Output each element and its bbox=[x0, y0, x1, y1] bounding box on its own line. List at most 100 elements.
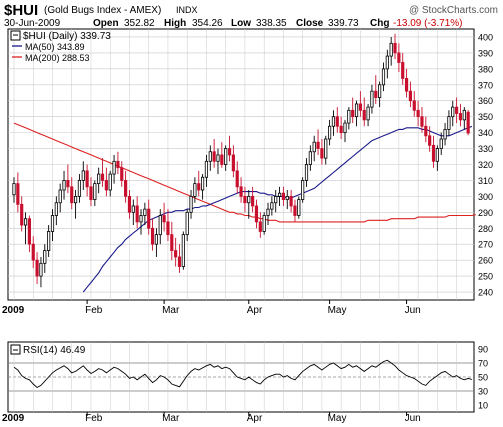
candle bbox=[258, 212, 262, 238]
candle bbox=[462, 107, 466, 130]
candle-body bbox=[466, 111, 470, 134]
candle-body bbox=[235, 170, 239, 188]
candle bbox=[27, 215, 31, 253]
candle-body bbox=[100, 173, 105, 181]
candle bbox=[320, 138, 324, 165]
candle-body bbox=[335, 116, 339, 127]
candle bbox=[177, 244, 182, 273]
rsi-y-axis: 10 30 50 70 90 bbox=[478, 345, 488, 411]
price-month-label: May bbox=[328, 305, 347, 316]
rsi-month-label: Jun bbox=[405, 413, 421, 424]
candle bbox=[401, 52, 405, 85]
candle bbox=[143, 202, 147, 226]
candle-body bbox=[104, 180, 108, 191]
legend-price: $HUI (Daily) 339.73 bbox=[23, 31, 111, 42]
high-label: High bbox=[164, 18, 186, 29]
price-month-label: Mar bbox=[162, 305, 180, 316]
candle bbox=[274, 190, 278, 213]
candle bbox=[220, 142, 224, 168]
candle-body bbox=[354, 103, 359, 118]
candle bbox=[351, 97, 355, 124]
candle-body bbox=[404, 78, 409, 92]
candle bbox=[197, 170, 201, 197]
candle-body bbox=[320, 148, 324, 159]
candle-body bbox=[127, 195, 132, 213]
candle bbox=[135, 196, 139, 229]
candle bbox=[312, 135, 316, 162]
candle bbox=[404, 68, 409, 98]
candle-body bbox=[120, 167, 124, 181]
candle bbox=[16, 172, 20, 213]
candle-body bbox=[81, 170, 85, 181]
candle bbox=[47, 225, 51, 257]
candle-body bbox=[458, 113, 463, 121]
price-y-tick-label: 330 bbox=[478, 144, 493, 154]
candle-body bbox=[378, 84, 382, 98]
candle-body bbox=[412, 100, 416, 111]
candle-body bbox=[139, 215, 143, 223]
candle bbox=[466, 109, 470, 136]
candle bbox=[97, 167, 101, 194]
candle-body bbox=[39, 262, 43, 277]
close-label: Close bbox=[296, 18, 324, 29]
rsi-grid bbox=[8, 342, 474, 412]
candle bbox=[158, 209, 162, 245]
rsi-y-tick-label: 90 bbox=[478, 345, 488, 355]
candle bbox=[89, 177, 93, 206]
candle bbox=[316, 129, 320, 155]
candle bbox=[216, 148, 220, 175]
symbol-description: (Gold Bugs Index - AMEX) bbox=[44, 5, 161, 16]
candle bbox=[231, 145, 235, 178]
price-y-tick-label: 350 bbox=[478, 112, 493, 122]
candle-body bbox=[150, 227, 155, 245]
candle-body bbox=[358, 103, 362, 111]
candle-body bbox=[200, 176, 205, 191]
candle bbox=[131, 199, 135, 226]
candle bbox=[150, 218, 155, 251]
candle-body bbox=[270, 202, 274, 210]
symbol-title: $HUI bbox=[4, 2, 38, 19]
candle bbox=[116, 151, 120, 175]
candle-body bbox=[304, 164, 309, 181]
candle bbox=[124, 170, 128, 203]
candle-body bbox=[197, 183, 201, 191]
candle bbox=[251, 186, 255, 213]
candle-body bbox=[154, 234, 158, 245]
candle bbox=[412, 91, 416, 117]
candle bbox=[358, 91, 362, 117]
candle-body bbox=[431, 144, 436, 162]
candle bbox=[416, 100, 420, 127]
candle-body bbox=[424, 125, 428, 137]
candle-body bbox=[212, 151, 216, 162]
candle-body bbox=[20, 203, 24, 226]
candle-body bbox=[274, 195, 278, 204]
candle bbox=[193, 177, 197, 203]
candle-body bbox=[108, 173, 112, 191]
candle-body bbox=[227, 148, 232, 156]
candle-body bbox=[289, 195, 293, 207]
candle-body bbox=[216, 154, 220, 162]
candle-body bbox=[174, 250, 178, 258]
price-legend: $HUI (Daily) 339.73 MA(50) 343.89 MA(200… bbox=[10, 30, 111, 63]
legend-ma200: MA(200) 288.53 bbox=[25, 53, 90, 63]
candle-body bbox=[408, 90, 413, 102]
candle bbox=[389, 36, 393, 66]
close-value: 339.73 bbox=[328, 18, 359, 29]
candle-body bbox=[401, 62, 405, 79]
candle bbox=[227, 135, 232, 162]
candle-body bbox=[12, 183, 16, 196]
price-y-tick-label: 340 bbox=[478, 128, 493, 138]
candle bbox=[285, 190, 289, 210]
candle bbox=[204, 154, 209, 187]
candle bbox=[35, 252, 39, 285]
price-y-tick-label: 390 bbox=[478, 48, 493, 58]
candle-body bbox=[27, 218, 31, 245]
candle bbox=[70, 177, 74, 210]
rsi-month-label: Feb bbox=[85, 413, 103, 424]
price-y-tick-label: 260 bbox=[478, 256, 493, 266]
candle bbox=[362, 97, 366, 127]
candle-body bbox=[73, 195, 78, 204]
candle-body bbox=[262, 215, 266, 232]
candle bbox=[212, 138, 216, 168]
candle-body bbox=[43, 250, 47, 264]
